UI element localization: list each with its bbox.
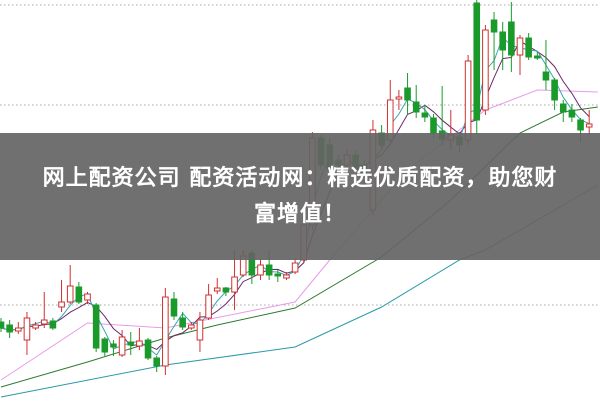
candle-up: [32, 324, 39, 329]
candle-down: [430, 117, 437, 134]
candle-down: [577, 119, 584, 131]
candle-up: [291, 262, 299, 273]
candle-up: [136, 340, 143, 347]
candle-down: [490, 19, 498, 33]
candle-down: [559, 103, 567, 113]
title-banner: 网上配资公司 配资活动网：精选优质配资，助您财 富增值！: [0, 133, 600, 260]
candle-down: [412, 101, 420, 113]
candle-down: [170, 298, 178, 317]
candle-up: [205, 294, 212, 319]
candle-up: [58, 301, 65, 308]
candle-down: [153, 357, 160, 367]
candle-down: [179, 317, 186, 328]
candle-up: [188, 324, 195, 329]
candle-down: [92, 304, 100, 349]
candle-down: [274, 273, 282, 277]
candle-down: [6, 324, 13, 333]
candle-up: [213, 287, 221, 292]
candle-up: [66, 285, 74, 303]
candle-down: [101, 338, 109, 353]
candle-down: [551, 79, 558, 101]
moving-average-line: [0, 89, 598, 381]
candle-down: [49, 320, 57, 329]
candle-down: [144, 339, 152, 359]
candle-down: [421, 112, 429, 118]
candle-up: [283, 274, 290, 279]
candle-up: [40, 319, 48, 325]
candle-down: [75, 286, 83, 303]
candle-up: [395, 96, 403, 100]
candle-up: [118, 336, 126, 356]
candle-down: [534, 55, 541, 59]
candle-down: [222, 287, 230, 293]
candle-up: [84, 293, 91, 301]
candle-down: [525, 37, 532, 58]
candle-down: [499, 31, 506, 51]
candle-up: [162, 296, 169, 367]
candle-up: [231, 276, 238, 293]
candle-up: [516, 37, 524, 56]
candle-up: [196, 319, 204, 341]
candle-down: [0, 321, 5, 329]
candle-up: [257, 264, 264, 276]
candle-down: [568, 109, 576, 118]
candle-down: [508, 21, 515, 56]
candle-down: [404, 87, 411, 101]
candle-up: [15, 327, 22, 332]
candle-up: [585, 123, 593, 128]
candle-up: [464, 60, 472, 141]
candle-down: [473, 2, 481, 121]
candle-down: [542, 71, 550, 81]
candle-down: [127, 341, 135, 346]
candle-up: [23, 317, 31, 341]
candle-down: [265, 264, 273, 276]
moving-average-line: [0, 106, 598, 388]
banner-line-1: 网上配资公司 配资活动网：精选优质配资，助您财: [42, 165, 558, 191]
banner-line-2: 富增值！: [253, 201, 346, 227]
candle-up: [482, 29, 489, 111]
candle-down: [110, 343, 117, 348]
